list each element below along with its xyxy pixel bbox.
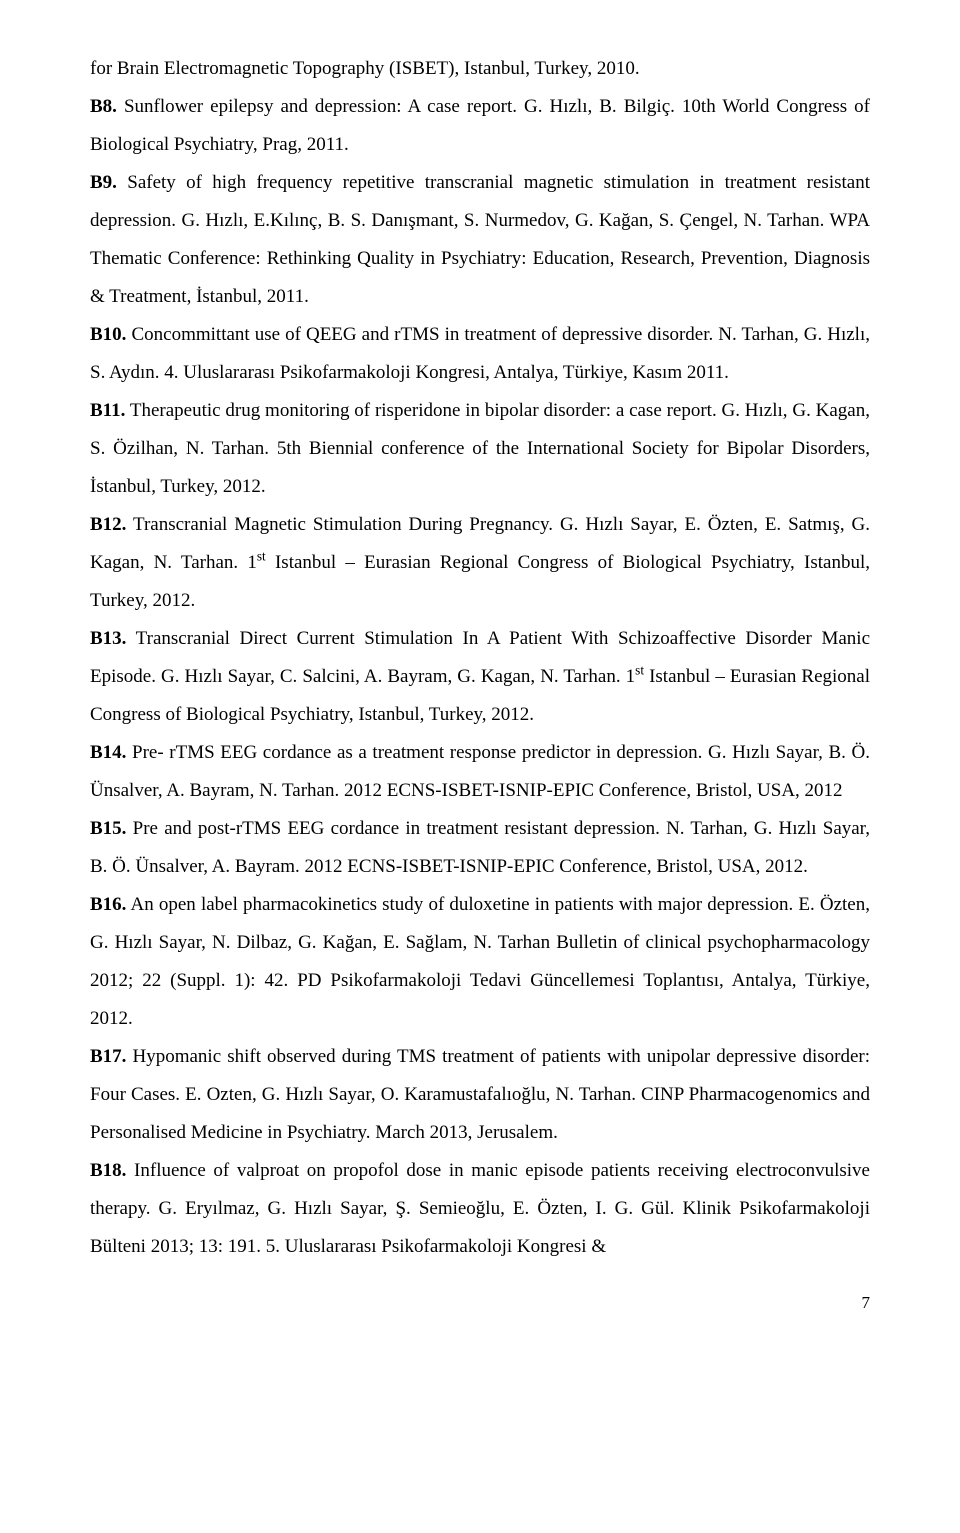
reference-item: for Brain Electromagnetic Topography (IS…: [90, 50, 870, 88]
reference-text: for Brain Electromagnetic Topography (IS…: [90, 58, 640, 79]
reference-text: Concommittant use of QEEG and rTMS in tr…: [90, 324, 870, 383]
reference-item: B15. Pre and post-rTMS EEG cordance in t…: [90, 810, 870, 886]
reference-item: B13. Transcranial Direct Current Stimula…: [90, 620, 870, 734]
reference-label: B9.: [90, 172, 117, 193]
reference-text: Hypomanic shift observed during TMS trea…: [90, 1046, 870, 1143]
reference-text: Sunflower epilepsy and depression: A cas…: [90, 96, 870, 155]
reference-label: B16.: [90, 894, 126, 915]
reference-item: B9. Safety of high frequency repetitive …: [90, 164, 870, 316]
reference-text: Pre- rTMS EEG cordance as a treatment re…: [90, 742, 870, 801]
reference-text: Influence of valproat on propofol dose i…: [90, 1160, 870, 1257]
reference-text: Therapeutic drug monitoring of risperido…: [90, 400, 870, 497]
reference-item: B12. Transcranial Magnetic Stimulation D…: [90, 506, 870, 620]
reference-label: B18.: [90, 1160, 126, 1181]
reference-label: B10.: [90, 324, 126, 345]
reference-item: B11. Therapeutic drug monitoring of risp…: [90, 392, 870, 506]
reference-label: B8.: [90, 96, 117, 117]
reference-text: An open label pharmacokinetics study of …: [90, 894, 870, 1029]
reference-label: B13.: [90, 628, 126, 649]
reference-text: Safety of high frequency repetitive tran…: [90, 172, 870, 307]
reference-label: B11.: [90, 400, 125, 421]
reference-label: B15.: [90, 818, 126, 839]
reference-label: B14.: [90, 742, 126, 763]
reference-item: B14. Pre- rTMS EEG cordance as a treatme…: [90, 734, 870, 810]
reference-item: B17. Hypomanic shift observed during TMS…: [90, 1038, 870, 1152]
superscript: st: [635, 663, 644, 678]
reference-item: B18. Influence of valproat on propofol d…: [90, 1152, 870, 1266]
reference-label: B12.: [90, 514, 126, 535]
reference-item: B16. An open label pharmacokinetics stud…: [90, 886, 870, 1038]
reference-item: B10. Concommittant use of QEEG and rTMS …: [90, 316, 870, 392]
document-page: for Brain Electromagnetic Topography (IS…: [0, 0, 960, 1533]
reference-item: B8. Sunflower epilepsy and depression: A…: [90, 88, 870, 164]
reference-label: B17.: [90, 1046, 126, 1067]
reference-text: Pre and post-rTMS EEG cordance in treatm…: [90, 818, 870, 877]
content-body: for Brain Electromagnetic Topography (IS…: [90, 50, 870, 1266]
page-number: 7: [90, 1286, 870, 1320]
superscript: st: [257, 549, 266, 564]
